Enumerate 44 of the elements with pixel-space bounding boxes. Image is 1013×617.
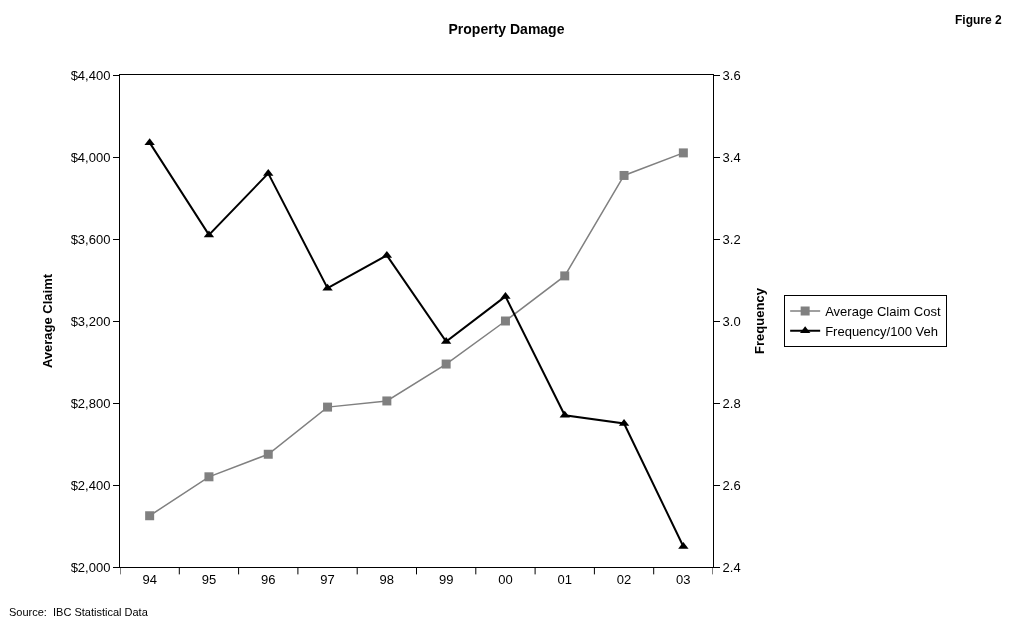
chart-title: Property Damage — [448, 21, 565, 38]
y-tick-label: $4,000 — [70, 149, 111, 165]
x-tick-label: 94 — [142, 571, 157, 587]
x-tick-label: 02 — [616, 571, 632, 587]
point — [145, 511, 155, 521]
y-tick-label: $2,000 — [70, 559, 111, 575]
point — [441, 359, 451, 369]
y2-tick-label: 3.4 — [722, 149, 741, 165]
y2-tick-label: 3.6 — [722, 67, 741, 83]
point — [500, 316, 510, 326]
y-tick-label: $3,200 — [70, 313, 111, 329]
x-tick-label: 97 — [320, 571, 335, 587]
point — [678, 148, 688, 158]
point — [619, 170, 629, 180]
y-tick-label: $2,800 — [70, 395, 111, 411]
x-tick-label: 96 — [261, 571, 276, 587]
y-tick-label: $3,600 — [70, 231, 111, 247]
legend-label: Frequency/100 Veh — [825, 323, 938, 339]
y-tick-label: $2,400 — [70, 477, 111, 493]
x-tick-label: 99 — [438, 571, 454, 587]
legend-label: Average Claim Cost — [825, 304, 941, 320]
x-tick-label: 00 — [498, 571, 513, 587]
y2-tick-label: 3.2 — [722, 231, 741, 247]
y-axis-title: Average Claimt — [39, 273, 55, 369]
caption: Figure 2 — [955, 13, 1002, 27]
point — [382, 396, 392, 406]
x-tick-label: 03 — [676, 571, 691, 587]
point — [263, 449, 273, 459]
point — [560, 271, 570, 281]
point — [559, 410, 570, 418]
y2-tick-label: 2.6 — [722, 477, 741, 493]
point — [500, 291, 511, 299]
point — [263, 168, 274, 176]
x-tick-label: 95 — [201, 571, 217, 587]
y2-tick-label: 3.0 — [722, 313, 741, 329]
source-note: Source: IBC Statistical Data — [9, 606, 149, 617]
point — [204, 472, 214, 482]
y2-axis-title: Frequency — [752, 287, 768, 354]
x-tick-label: 98 — [379, 571, 395, 587]
y2-tick-label: 2.8 — [722, 395, 741, 411]
y2-tick-label: 2.4 — [722, 559, 741, 575]
x-tick-label: 01 — [557, 571, 572, 587]
y-tick-label: $4,400 — [70, 67, 111, 83]
point — [323, 402, 333, 412]
